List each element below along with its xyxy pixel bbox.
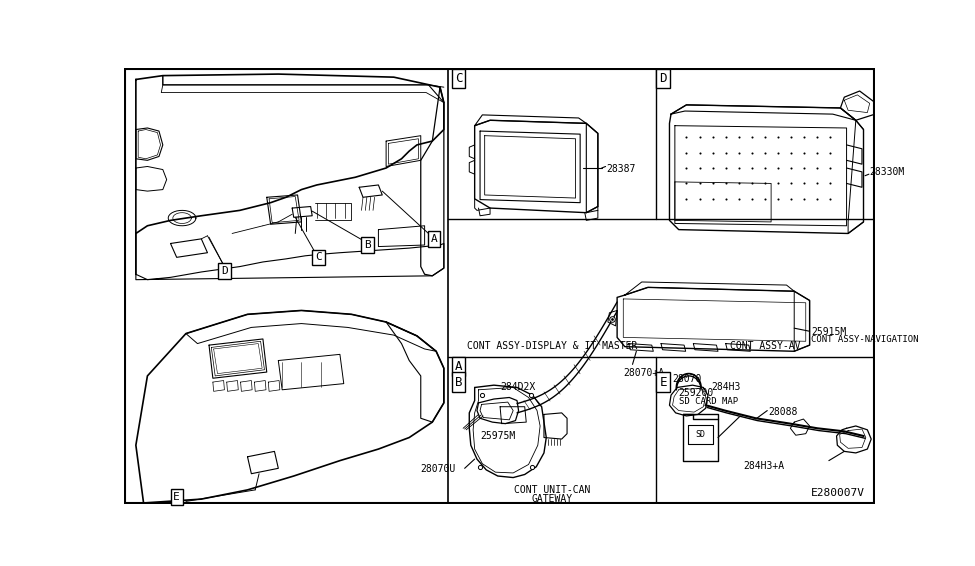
- Text: B: B: [365, 240, 371, 250]
- Text: 25975M: 25975M: [480, 431, 516, 441]
- Text: A: A: [431, 234, 437, 244]
- Text: D: D: [659, 72, 667, 85]
- Text: GATEWAY: GATEWAY: [532, 495, 573, 504]
- Text: 28070: 28070: [673, 374, 702, 384]
- Text: 25915M: 25915M: [811, 327, 846, 337]
- Text: A: A: [454, 360, 462, 373]
- Text: 28387: 28387: [606, 164, 636, 174]
- Text: E: E: [659, 376, 667, 389]
- Text: 28330M: 28330M: [870, 167, 905, 177]
- Text: 284H3+A: 284H3+A: [743, 461, 784, 470]
- Text: C: C: [315, 252, 322, 262]
- Text: 259200: 259200: [679, 388, 714, 398]
- Text: C: C: [454, 72, 462, 85]
- Text: SD CARD MAP: SD CARD MAP: [679, 397, 738, 406]
- Text: 284H3: 284H3: [711, 382, 740, 392]
- Text: SD: SD: [695, 430, 705, 439]
- Text: CONT ASSY-DISPLAY & IT MASTER: CONT ASSY-DISPLAY & IT MASTER: [467, 341, 638, 351]
- Text: 28070U: 28070U: [420, 465, 455, 474]
- Text: CONT UNIT-CAN: CONT UNIT-CAN: [514, 485, 591, 495]
- Text: E280007V: E280007V: [811, 487, 865, 498]
- Text: 28088: 28088: [768, 407, 798, 417]
- Text: 28070+A: 28070+A: [623, 368, 664, 378]
- Text: CONT ASSY-AV: CONT ASSY-AV: [729, 341, 800, 351]
- Text: E: E: [174, 492, 180, 502]
- Text: 284D2X: 284D2X: [500, 382, 535, 392]
- Text: B: B: [454, 376, 462, 389]
- Text: D: D: [221, 266, 228, 276]
- Text: CONT ASSY-NAVIGATION: CONT ASSY-NAVIGATION: [811, 335, 918, 344]
